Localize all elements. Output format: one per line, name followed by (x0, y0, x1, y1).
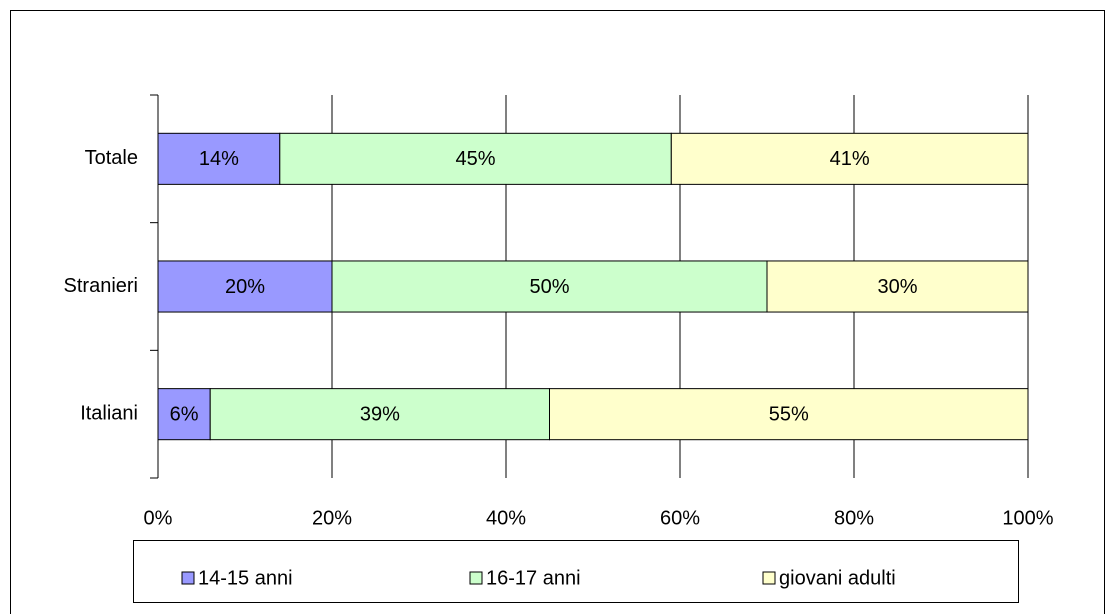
x-tick-label: 0% (144, 507, 173, 529)
x-tick-label: 60% (660, 507, 700, 529)
legend-swatch (469, 571, 483, 585)
value-label: 14% (199, 148, 239, 170)
y-tick-label: Totale (85, 147, 138, 169)
x-tick-label: 100% (1002, 507, 1053, 529)
legend-label: 16-17 anni (486, 567, 581, 589)
bar-segment (157, 388, 211, 441)
value-label: 45% (456, 148, 496, 170)
bar-segment (549, 388, 1029, 441)
bar-segment (670, 132, 1029, 185)
value-label: 50% (529, 276, 569, 298)
bar-segment (279, 132, 672, 185)
y-tick-label: Italiani (80, 402, 138, 424)
value-label: 30% (877, 276, 917, 298)
bar-segment (766, 260, 1029, 313)
legend-swatch (181, 571, 195, 585)
value-label: 55% (769, 403, 809, 425)
x-tick-label: 40% (486, 507, 526, 529)
bar-segment (331, 260, 768, 313)
legend-box (133, 540, 1019, 603)
value-label: 6% (170, 403, 199, 425)
bar-segment (157, 260, 333, 313)
legend-label: 14-15 anni (198, 567, 293, 589)
y-tick-label: Stranieri (64, 275, 138, 297)
x-tick-label: 20% (312, 507, 352, 529)
legend-label: giovani adulti (779, 567, 896, 589)
value-label: 41% (830, 148, 870, 170)
value-label: 20% (225, 276, 265, 298)
value-label: 39% (360, 403, 400, 425)
x-tick-label: 80% (834, 507, 874, 529)
legend-swatch (762, 571, 776, 585)
bar-segment (209, 388, 550, 441)
